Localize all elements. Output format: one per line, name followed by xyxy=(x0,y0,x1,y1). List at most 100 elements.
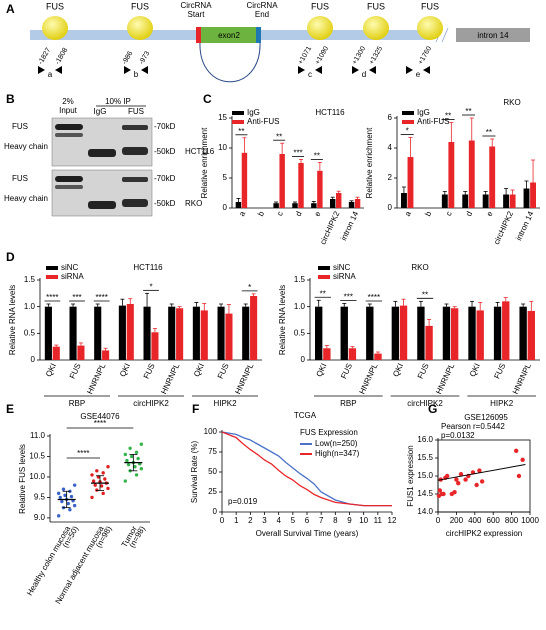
y-tick-label: 9.5 xyxy=(34,493,46,502)
dot xyxy=(72,483,77,487)
chart-title: GSE44076 xyxy=(80,412,120,421)
bar xyxy=(44,306,52,360)
panel-label: C xyxy=(203,92,212,106)
x-tick-label: 9 xyxy=(347,516,352,525)
annotation: p=0.0132 xyxy=(441,431,475,440)
legend-label: High(n=347) xyxy=(315,449,360,458)
primer-reverse xyxy=(423,66,430,74)
y-tick-label: 0 xyxy=(223,203,228,212)
x-tick-label: HNRNPL xyxy=(511,361,533,395)
legend-label: Low(n=250) xyxy=(315,439,358,448)
significance: **** xyxy=(368,293,380,302)
panel-label: D xyxy=(6,250,15,264)
x-tick-label: 800 xyxy=(505,516,519,525)
y-tick-label: 0.5 xyxy=(294,328,306,337)
legend-swatch xyxy=(46,275,58,279)
chart-title: HCT116 xyxy=(133,263,163,272)
primer-label: d xyxy=(362,70,366,79)
legend-swatch xyxy=(318,266,330,270)
bar xyxy=(442,306,451,360)
bar xyxy=(143,306,151,360)
dot xyxy=(60,499,64,504)
x-axis-label: Overall Survival Time (years) xyxy=(256,529,359,538)
dot xyxy=(103,477,107,481)
x-tick-label: FUS xyxy=(416,362,431,380)
group-label: HIPK2 xyxy=(213,399,237,408)
point xyxy=(474,482,479,488)
y-tick-label: 0 xyxy=(31,355,36,364)
dot xyxy=(123,452,128,457)
x-tick-label: FUS xyxy=(68,362,83,380)
x-tick-label: b xyxy=(423,209,433,217)
dot xyxy=(56,514,61,518)
y-tick-label: 1.0 xyxy=(24,302,36,311)
dot xyxy=(128,446,132,450)
band xyxy=(55,176,83,182)
y-tick-label: 14.0 xyxy=(417,507,433,516)
x-tick-label: 2 xyxy=(248,516,253,525)
trend-line xyxy=(437,463,526,481)
bar xyxy=(329,199,336,208)
y-tick-label: 100 xyxy=(204,427,218,436)
primer-forward xyxy=(124,66,131,74)
marker-label: -50kD xyxy=(154,199,176,208)
dot xyxy=(139,467,144,471)
bar xyxy=(523,188,530,208)
bar xyxy=(417,306,425,360)
bar xyxy=(348,202,355,208)
lane-header: IgG xyxy=(94,107,107,116)
chart-title: RKO xyxy=(411,263,428,272)
legend-label: Anti-FUS xyxy=(417,117,449,126)
bar xyxy=(241,152,248,208)
bar xyxy=(489,146,496,208)
x-tick-label: HNRNPL xyxy=(159,361,181,395)
significance: ** xyxy=(238,127,244,136)
dot xyxy=(66,501,70,506)
x-tick-label: 4 xyxy=(276,516,281,525)
significance: **** xyxy=(46,293,58,302)
x-tick-label: QKI xyxy=(391,362,405,378)
y-tick-label: 16.0 xyxy=(417,435,433,444)
dot xyxy=(61,487,66,491)
significance: *** xyxy=(344,293,353,302)
point xyxy=(514,448,519,453)
bar xyxy=(279,154,285,208)
bar xyxy=(102,350,110,360)
dot xyxy=(106,465,110,469)
dot xyxy=(63,493,67,498)
bar xyxy=(126,304,134,360)
primer-reverse xyxy=(315,66,322,74)
y-tick-label: 5 xyxy=(223,173,228,182)
y-tick-label: 0.5 xyxy=(24,328,36,337)
y-axis-label: FUS1 expression xyxy=(406,445,415,506)
primer-forward xyxy=(406,66,413,74)
x-tick-label: 0 xyxy=(436,516,441,525)
x-tick-label: HNRNPL xyxy=(233,361,255,395)
primer-forward xyxy=(38,66,45,74)
legend-swatch xyxy=(402,111,414,115)
circ-end: CircRNA xyxy=(246,1,278,10)
x-tick-label: a xyxy=(403,209,413,217)
significance: ** xyxy=(422,290,428,299)
position-label: +1300 xyxy=(351,45,367,66)
significance: **** xyxy=(95,293,107,302)
panel-label: E xyxy=(6,402,14,416)
significance: ** xyxy=(486,128,492,137)
significance: *** xyxy=(293,149,302,158)
dot xyxy=(126,462,131,467)
lane-header: Input xyxy=(59,106,78,115)
cell-line: HCT116 xyxy=(185,147,215,156)
bar xyxy=(493,306,502,360)
bar xyxy=(69,306,77,360)
y-tick-label: 14.5 xyxy=(417,489,433,498)
legend-title: FUS Expression xyxy=(300,428,358,437)
bar xyxy=(401,193,407,208)
x-tick-label: HNRNPL xyxy=(434,361,456,395)
panel-label: G xyxy=(428,402,437,416)
band-label: FUS xyxy=(12,174,28,183)
bar xyxy=(399,305,408,360)
bar xyxy=(176,308,184,360)
lane-header: 10% IP xyxy=(105,97,131,106)
dot xyxy=(91,479,96,483)
significance: **** xyxy=(94,419,106,428)
